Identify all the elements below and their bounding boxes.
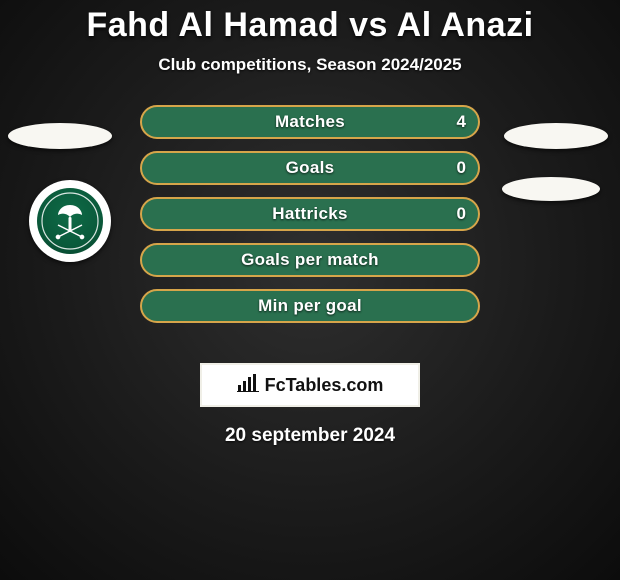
branding-badge[interactable]: FcTables.com [200,363,420,407]
comparison-card: Fahd Al Hamad vs Al Anazi Club competiti… [0,0,620,580]
player1-avatar-placeholder [8,123,112,149]
stat-label: Goals [140,151,480,185]
stat-value: 4 [457,105,466,139]
stat-row: Goals0 [140,151,480,185]
club-crest-icon [37,188,103,254]
stat-label: Matches [140,105,480,139]
player1-club-badge [29,180,111,262]
crest-svg [40,191,100,251]
stat-value: 0 [457,151,466,185]
stat-value: 0 [457,197,466,231]
snapshot-date: 20 september 2024 [0,425,620,447]
stat-label: Hattricks [140,197,480,231]
player2-club-placeholder [502,177,600,201]
stat-label: Min per goal [140,289,480,323]
stat-row: Min per goal [140,289,480,323]
stat-row: Goals per match [140,243,480,277]
player2-avatar-placeholder [504,123,608,149]
subtitle: Club competitions, Season 2024/2025 [0,55,620,75]
stat-row: Matches4 [140,105,480,139]
chart-bars-icon [237,374,259,397]
branding-text: FcTables.com [265,375,384,396]
stat-row: Hattricks0 [140,197,480,231]
stat-label: Goals per match [140,243,480,277]
page-title: Fahd Al Hamad vs Al Anazi [0,0,620,45]
